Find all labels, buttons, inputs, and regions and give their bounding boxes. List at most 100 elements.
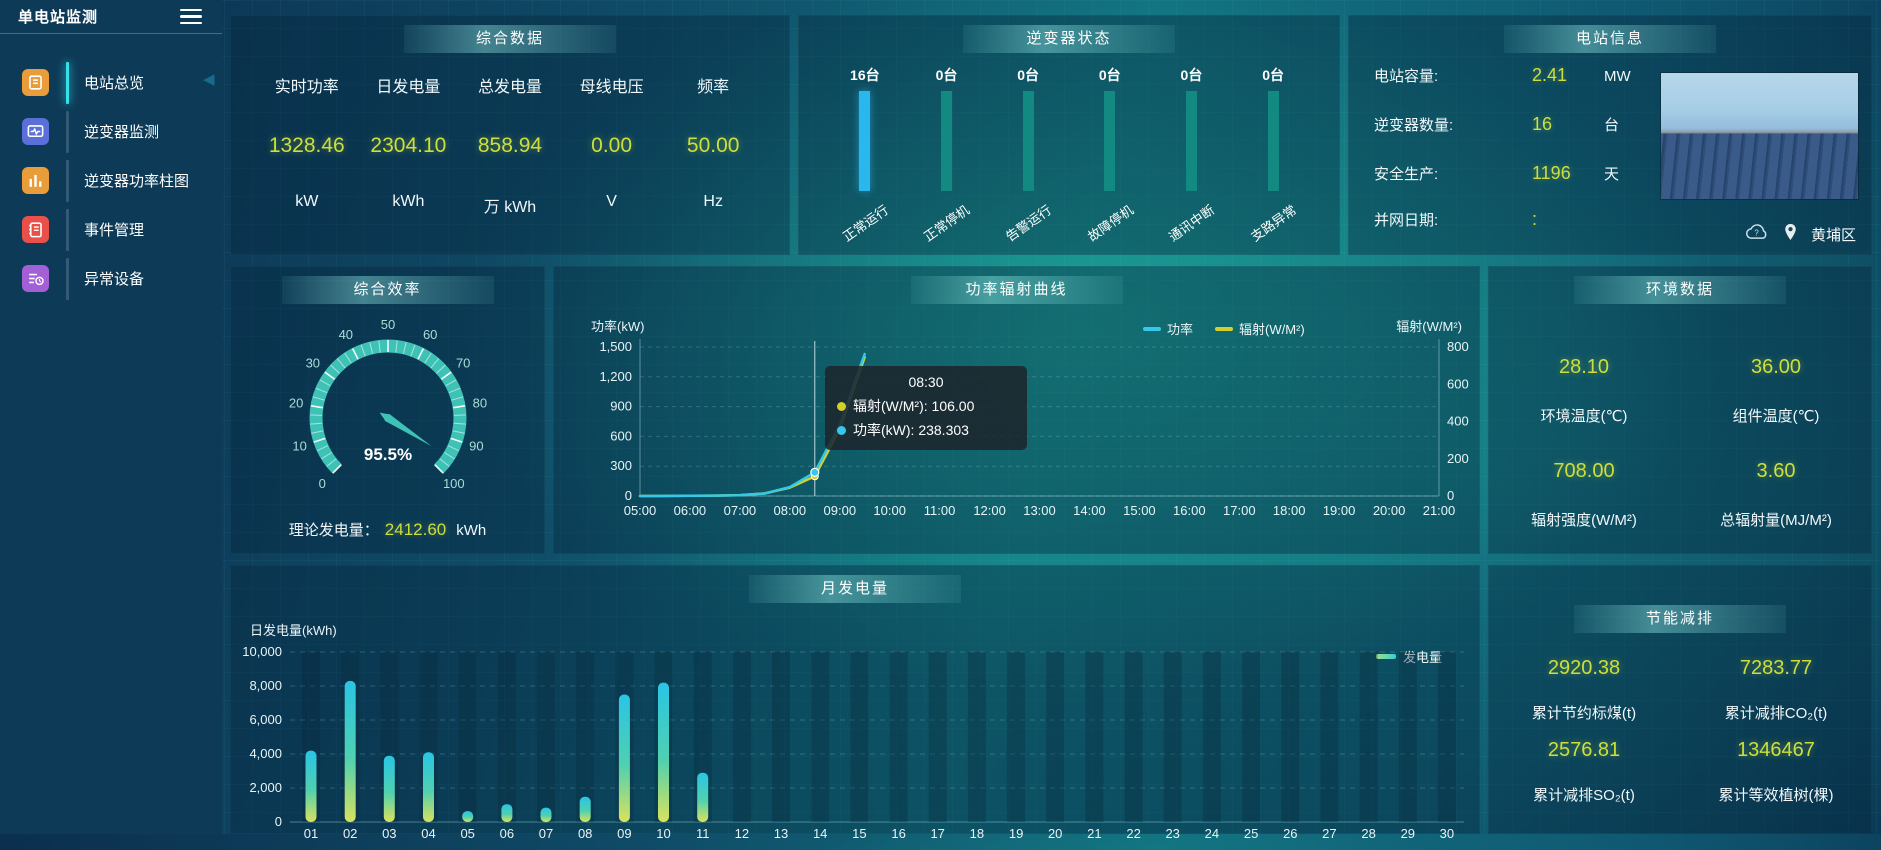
svg-text:8,000: 8,000 [249, 678, 282, 693]
gen-bar-03 [383, 755, 395, 822]
stat-value: 1346467 [1737, 739, 1815, 761]
svg-text:08:00: 08:00 [774, 503, 807, 518]
svg-text:0: 0 [275, 814, 282, 829]
svg-text:2,000: 2,000 [249, 780, 282, 795]
inverter-state-label: 正常停机 [921, 202, 973, 245]
legend-power[interactable]: 功率 [1143, 319, 1193, 338]
inverter-state-label: 故障停机 [1084, 202, 1136, 245]
barchart-icon [22, 167, 49, 194]
sidebar-item-1[interactable]: 逆变器监测 [0, 107, 222, 156]
gauge-svg: 0 10 20 30 40 50 60 70 80 90 100 95.5% [288, 317, 486, 491]
inverter-count: 0台 [1262, 67, 1284, 83]
sidebar-header: 单电站监测 [0, 0, 222, 34]
svg-text:16:00: 16:00 [1173, 503, 1206, 518]
efficiency-gauge: 0 10 20 30 40 50 60 70 80 90 100 95.5% [230, 306, 545, 533]
svg-text:11:00: 11:00 [924, 503, 956, 518]
metric-value: 0.00 [591, 134, 633, 157]
chart-tooltip: 08:30 辐射(W/M²): 106.00 功率(kW): 238.303 [825, 366, 1027, 450]
radiation-dot-icon [837, 401, 846, 411]
station-row-unit: 台 [1604, 117, 1620, 134]
svg-text:0: 0 [1447, 488, 1454, 503]
svg-text:80: 80 [472, 396, 486, 411]
sidebar-collapse-arrow[interactable]: ◀ [203, 71, 215, 88]
stat-cell: 36.00 组件温度(℃) [1680, 356, 1872, 426]
radiation-axis-label: 辐射(W/M²) [1396, 319, 1462, 334]
panel-inverter-status: 逆变器状态 16台 正常运行 0台 正常停机 0台 告警运行 0台 故障停机 0… [798, 15, 1340, 255]
summary-title: 综合数据 [404, 25, 616, 53]
panel-station-info: 电站信息 电站容量: 2.41 MW 逆变器数量: 16 台 安全生产: 119… [1348, 15, 1872, 255]
power-curve-legend: 功率 辐射(W/M²) [1143, 319, 1305, 338]
station-row-unit: 天 [1604, 166, 1620, 183]
legend-generation[interactable]: 发电量 [1375, 647, 1442, 666]
sidebar-item-label: 事件管理 [84, 222, 145, 239]
gen-bar-07 [540, 807, 552, 823]
cloud-help-icon[interactable]: ? [1744, 223, 1770, 245]
sidebar-item-0[interactable]: 电站总览 [0, 58, 222, 107]
svg-text:70: 70 [455, 355, 469, 370]
gen-bar-08 [579, 796, 591, 822]
station-row-label: 逆变器数量: [1374, 117, 1454, 134]
inverter-count: 16台 [850, 67, 880, 83]
gen-bar-10 [658, 682, 669, 822]
theoretical-generation-unit: kWh [456, 522, 487, 539]
inverter-bar [1267, 91, 1279, 191]
stat-cell: 708.00 辐射强度(W/M²) [1488, 460, 1680, 530]
stat-cell: 7283.77 累计减排CO₂(t) [1680, 657, 1872, 723]
device-list-icon [22, 265, 49, 292]
inverter-state-label: 支路异常 [1248, 202, 1300, 245]
power-axis-label: 功率(kW) [591, 319, 645, 334]
theoretical-generation: 理论发电量： 2412.60 kWh [230, 519, 545, 540]
svg-text:40: 40 [338, 327, 352, 342]
inverter-state-5: 0台 支路异常 [1233, 65, 1313, 244]
metric-unit: kW [295, 193, 319, 210]
location-pin-icon [1784, 223, 1797, 245]
svg-text:600: 600 [1447, 376, 1469, 391]
saving-grid: 2920.38 累计节约标煤(t) 7283.77 累计减排CO₂(t) 257… [1488, 657, 1872, 805]
summary-metric: 母线电压 0.00 V [561, 73, 663, 217]
environment-grid: 28.10 环境温度(℃) 36.00 组件温度(℃) 708.00 辐射强度(… [1488, 356, 1872, 530]
inverter-state-1: 0台 正常停机 [906, 65, 986, 244]
svg-text:09:00: 09:00 [824, 503, 857, 518]
sidebar-item-3[interactable]: 事件管理 [0, 205, 222, 254]
menu-separator [66, 110, 69, 153]
stat-label: 累计节约标煤(t) [1531, 705, 1637, 722]
metric-value: 858.94 [477, 134, 543, 157]
svg-text:95.5%: 95.5% [363, 445, 411, 464]
stat-label: 总辐射量(MJ/M²) [1720, 512, 1832, 529]
svg-text:4,000: 4,000 [249, 746, 282, 761]
inverter-count: 0台 [935, 67, 958, 83]
inverter-count: 0台 [1017, 67, 1040, 83]
svg-text:10,000: 10,000 [242, 644, 282, 659]
legend-radiation[interactable]: 辐射(W/M²) [1215, 319, 1305, 338]
station-info-row: 电站容量: 2.41 MW [1374, 65, 1664, 89]
inverter-bar [1022, 91, 1034, 191]
svg-text:600: 600 [610, 428, 632, 443]
gen-bar-01 [305, 750, 317, 822]
inverter-state-4: 0台 通讯中断 [1151, 65, 1231, 244]
station-row-unit: MW [1604, 68, 1631, 85]
inverter-count: 0台 [1098, 67, 1121, 83]
station-row-label: 安全生产: [1374, 166, 1439, 183]
station-info-row: 安全生产: 1196 天 [1374, 163, 1664, 187]
hamburger-menu-icon[interactable] [180, 5, 202, 29]
sidebar-item-2[interactable]: 逆变器功率柱图 [0, 156, 222, 205]
svg-text:100: 100 [442, 476, 464, 491]
power-dot-icon [837, 425, 846, 435]
sidebar-item-4[interactable]: 异常设备 [0, 254, 222, 303]
gen-bar-06 [501, 804, 513, 822]
tooltip-time: 08:30 [908, 374, 944, 390]
monitor-icon [22, 118, 49, 145]
sidebar-menu: 电站总览 逆变器监测 逆变器功率柱图 事件管理 异常设备 [0, 58, 222, 303]
metric-value: 50.00 [686, 134, 740, 157]
inverter-bar [859, 91, 871, 191]
svg-text:05:00: 05:00 [624, 503, 657, 518]
svg-text:15:00: 15:00 [1123, 503, 1156, 518]
monthly-title: 月发电量 [749, 575, 961, 603]
svg-text:400: 400 [1447, 414, 1469, 429]
stat-label: 组件温度(℃) [1732, 408, 1820, 425]
gen-bar-04 [423, 752, 434, 822]
station-info-row: 并网日期: : [1374, 209, 1664, 233]
panel-efficiency: 综合效率 0 10 20 30 40 50 60 70 80 90 100 95.5% 理论发电量： 2… [230, 266, 545, 554]
svg-text:1,200: 1,200 [599, 369, 632, 384]
